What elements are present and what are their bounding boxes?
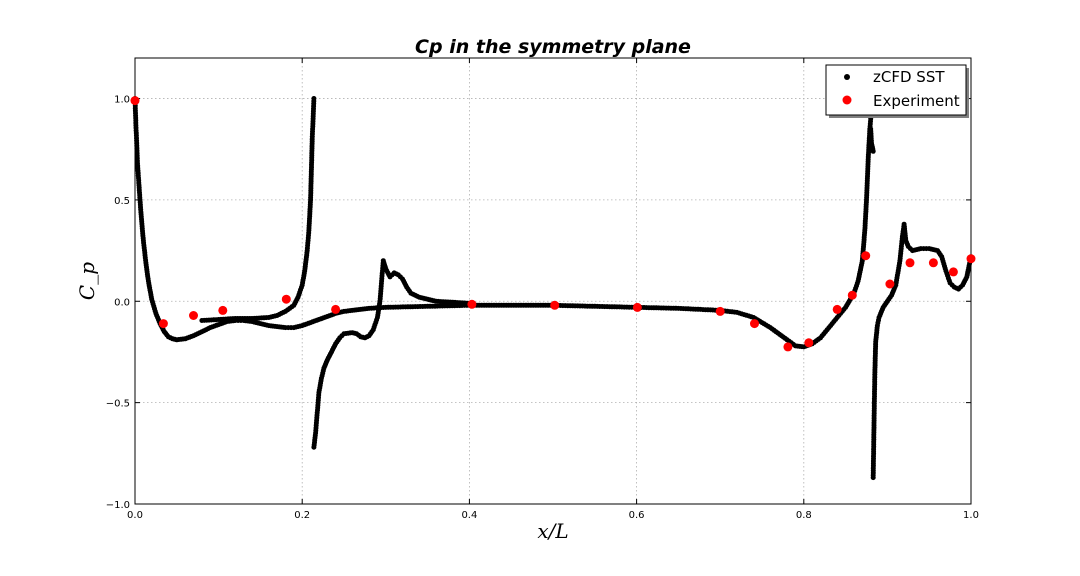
x-tick-label: 0.2: [294, 510, 310, 521]
x-tick-label: 0.6: [629, 510, 645, 521]
experiment-point: [632, 302, 642, 312]
experiment-point: [331, 304, 341, 314]
legend-label-zcfd-sst: zCFD SST: [873, 68, 945, 86]
experiment-point: [189, 311, 198, 320]
cfd-point: [870, 148, 876, 154]
x-axis-label: x/L: [537, 519, 568, 543]
chart-title: Cp in the symmetry plane: [415, 36, 691, 58]
experiment-point: [905, 258, 915, 268]
y-axis-label: C_p: [75, 262, 99, 300]
y-tick-label: −1.0: [106, 500, 130, 511]
experiment-point: [847, 290, 857, 300]
plot-area-frame: [134, 57, 972, 505]
legend-label-experiment: Experiment: [873, 92, 960, 110]
experiment-point: [218, 305, 228, 315]
experiment-point: [885, 279, 895, 289]
legend-marker-experiment: [842, 95, 852, 105]
series-zcfd-sst: [132, 96, 974, 481]
experiment-point: [130, 96, 140, 106]
experiment-point: [832, 304, 842, 314]
legend: zCFD SST Experiment: [825, 64, 969, 118]
experiment-point: [715, 306, 725, 316]
experiment-point: [966, 254, 976, 264]
cfd-point: [311, 96, 317, 101]
legend-box: [825, 64, 967, 116]
experiment-point: [783, 342, 793, 352]
experiment-point: [928, 258, 938, 268]
x-tick-label: 0.4: [461, 510, 477, 521]
experiment-point: [861, 251, 871, 261]
y-tick-label: −0.5: [106, 399, 130, 410]
axis-ticks: 0.0 0.2 0.4 0.6 0.8 1.0 1.0 0.5 0.0 −0.5 −1.0: [106, 58, 979, 521]
series-experiment: [130, 96, 976, 352]
y-tick-label: 1.0: [114, 95, 130, 106]
experiment-point: [467, 299, 477, 309]
y-tick-label: 0.5: [114, 196, 130, 207]
grid: [135, 58, 971, 505]
experiment-point: [550, 300, 560, 310]
experiment-point: [804, 338, 814, 348]
y-tick-label: 0.0: [114, 297, 130, 308]
x-tick-label: 0.0: [127, 510, 143, 521]
experiment-point: [158, 319, 168, 329]
legend-marker-zcfd-sst: [844, 74, 850, 80]
experiment-point: [948, 267, 958, 277]
experiment-point: [281, 294, 291, 304]
x-tick-label: 1.0: [963, 510, 979, 521]
x-tick-label: 0.8: [796, 510, 812, 521]
experiment-point: [750, 319, 759, 329]
